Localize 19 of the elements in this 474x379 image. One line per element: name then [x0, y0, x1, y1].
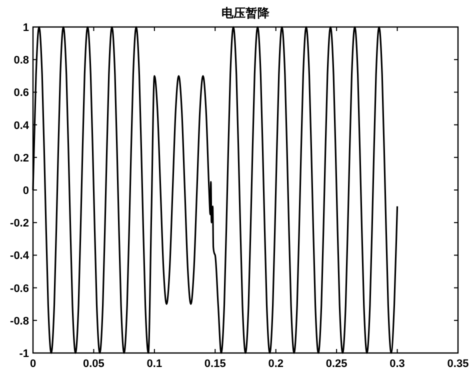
y-tick-label: 0.4: [14, 120, 30, 132]
y-tick-label: 0.6: [14, 87, 29, 100]
y-tick-label: 0: [22, 185, 29, 197]
y-tick-label: -1: [19, 348, 29, 360]
x-tick-label: 0.15: [204, 358, 226, 370]
title: 电压暂降: [222, 6, 270, 20]
x-tick-label: 0.05: [83, 358, 104, 370]
y-tick-label: -0.6: [10, 282, 29, 295]
x-tick-label: 0.1: [146, 358, 162, 370]
x-tick-label: 0.35: [447, 358, 469, 370]
y-tick-label: 0.8: [14, 54, 29, 67]
y-tick-label: -0.8: [10, 315, 29, 328]
x-tick-label: 0.3: [390, 358, 405, 370]
x-tick-label: 0.25: [326, 358, 348, 370]
y-tick-label: -0.4: [10, 250, 30, 262]
y-tick-label: 1: [22, 22, 29, 34]
y-tick-label: 0.2: [14, 152, 29, 164]
x-tick-label: 0.2: [268, 358, 284, 370]
y-tick-label: -0.2: [10, 218, 29, 230]
